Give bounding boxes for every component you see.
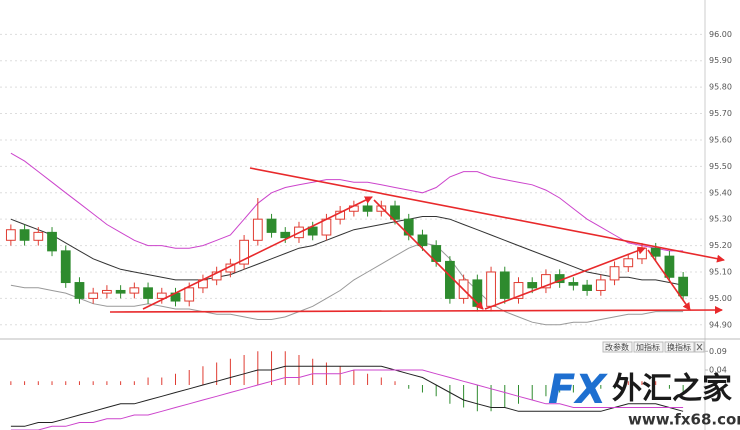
candle-body <box>527 282 538 289</box>
button[interactable] <box>633 341 664 353</box>
y-tick-label: 95.20 <box>709 241 732 250</box>
candle-body <box>486 271 496 307</box>
support-line <box>109 306 723 315</box>
y-tick-label: 95.70 <box>709 109 732 118</box>
candle-body <box>143 287 153 299</box>
candle-body <box>541 274 551 289</box>
candle-body <box>582 284 592 291</box>
line <box>10 242 684 326</box>
watermark-brand: FX <box>548 367 608 413</box>
close-icon[interactable] <box>696 343 703 351</box>
button[interactable] <box>602 341 633 353</box>
line <box>10 369 684 430</box>
trend-arrow <box>484 246 646 310</box>
y-tick-label: 96.00 <box>709 30 732 39</box>
candle-body <box>252 218 263 241</box>
annotations <box>109 167 725 315</box>
y-tick-label: 0.09 <box>709 347 727 356</box>
watermark-name: 外汇之家 <box>612 372 732 407</box>
watermark-url: www.fx68.com <box>628 411 740 429</box>
trend-arrow <box>647 249 691 311</box>
candle-body <box>609 266 620 281</box>
candle-body <box>623 258 634 268</box>
y-tick-label: 95.50 <box>709 162 732 171</box>
line <box>10 216 684 286</box>
button[interactable] <box>664 341 695 353</box>
candle-body <box>239 239 249 265</box>
button-label[interactable]: 换指标 <box>667 342 691 352</box>
candle-body <box>129 287 140 294</box>
candle-body <box>513 282 524 299</box>
candle-body <box>362 205 373 212</box>
candle-body <box>102 289 112 294</box>
y-tick-label: 94.90 <box>709 320 732 329</box>
candle-body <box>33 231 44 241</box>
candle-body <box>47 231 57 252</box>
toolbar: 改参数 加指标 换指标 <box>602 341 705 353</box>
candle-body <box>60 250 71 284</box>
candle-body <box>390 205 400 220</box>
candle-body <box>156 292 167 299</box>
y-tick-label: 95.90 <box>709 56 732 65</box>
y-tick-label: 95.40 <box>709 188 732 197</box>
candle-body <box>307 226 318 236</box>
candle-body <box>417 234 428 247</box>
candle-body <box>678 276 689 297</box>
y-tick-label: 95.00 <box>709 294 732 303</box>
candle-body <box>19 229 30 241</box>
candle-body <box>5 229 16 241</box>
candle-body <box>568 282 579 286</box>
line <box>10 365 684 427</box>
candle-body <box>280 231 291 239</box>
y-tick-label: 0.04 <box>709 366 727 375</box>
candle-body <box>74 282 85 299</box>
y-tick-label: 95.30 <box>709 215 732 224</box>
trend-arrow <box>373 199 484 310</box>
resistance-line <box>249 167 725 263</box>
watermark: FX 外汇之家 www.fx68.com <box>548 367 740 429</box>
candle-body <box>499 271 510 299</box>
candle-body <box>115 289 126 294</box>
candle-body <box>184 287 195 302</box>
candle-body <box>595 279 606 291</box>
candle-body <box>650 247 661 257</box>
line <box>10 152 684 252</box>
y-tick-label: 95.80 <box>709 83 732 92</box>
y-tick-label: 95.10 <box>709 267 732 276</box>
y-tick-label: 95.60 <box>709 135 732 144</box>
button-label[interactable]: 改参数 <box>605 342 629 352</box>
candle-body <box>376 205 387 212</box>
trend-arrow <box>142 196 373 310</box>
plot: 96.00 95.90 95.80 95.70 95.60 95.50 95.40 95.30… <box>0 30 732 430</box>
button-label[interactable]: 加指标 <box>636 342 660 352</box>
candle-body <box>664 255 675 278</box>
candle-body <box>88 292 99 299</box>
candle-body <box>266 218 277 233</box>
